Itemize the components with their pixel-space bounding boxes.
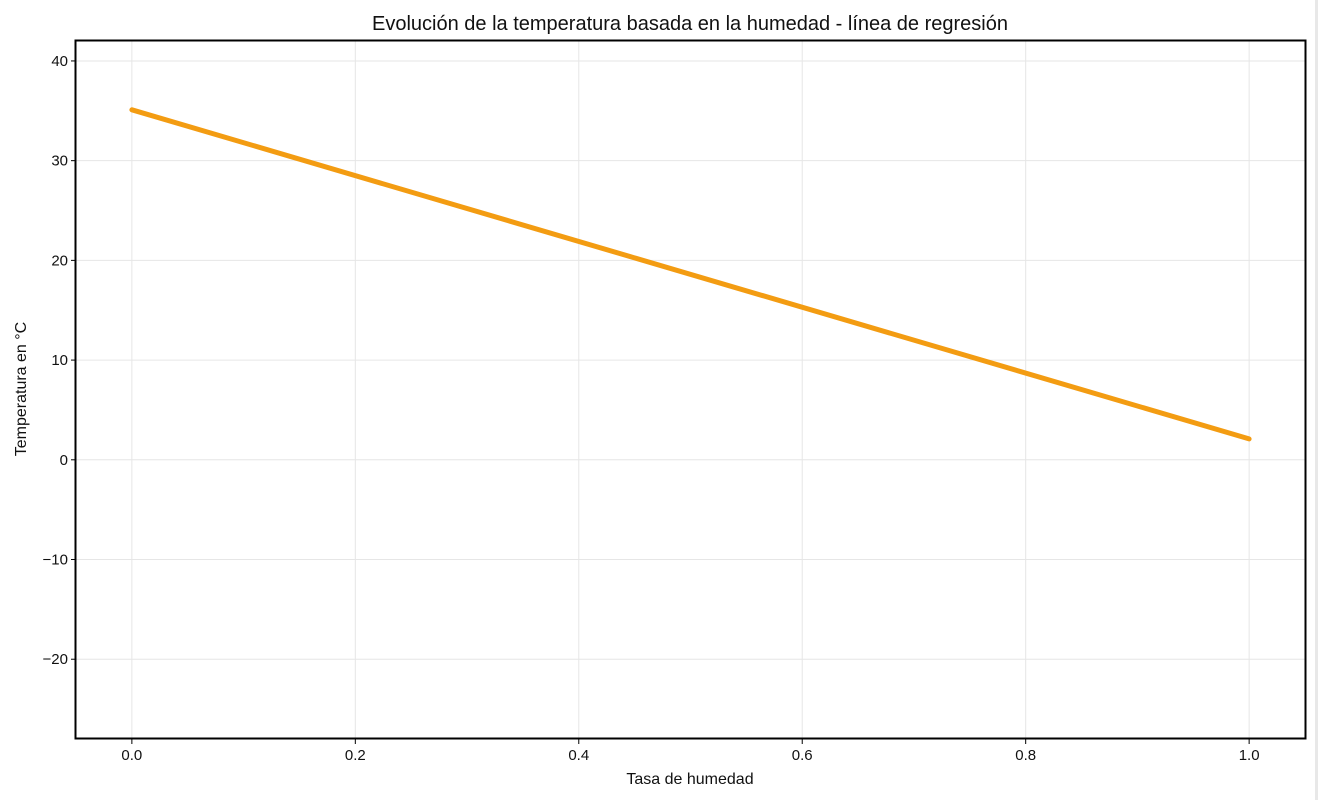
y-tick-label: 20: [51, 252, 68, 269]
y-tick-label: −10: [43, 552, 68, 569]
y-tick-label: 0: [60, 452, 68, 469]
x-tick-label: 0.6: [792, 747, 813, 764]
y-axis-ticks: −20 −10 0 10 20 30 40: [43, 53, 76, 668]
x-axis-label: Tasa de humedad: [626, 771, 753, 788]
y-axis-label: Temperatura en °C: [13, 322, 30, 456]
series-layer: [129, 107, 1252, 442]
x-axis-ticks: 0.0 0.2 0.4 0.6 0.8 1.0: [121, 739, 1260, 764]
x-tick-label: 0.2: [345, 747, 366, 764]
y-tick-label: 40: [51, 53, 68, 70]
y-tick-label: 10: [51, 352, 68, 369]
chart-title: Evolución de la temperatura basada en la…: [372, 13, 1008, 35]
x-tick-label: 1.0: [1239, 747, 1260, 764]
window-edge: [1315, 0, 1318, 800]
x-tick-label: 0.4: [568, 747, 589, 764]
regression-line: [129, 107, 1252, 442]
grid: [76, 41, 1305, 739]
plot-frame: [74, 39, 1307, 740]
y-tick-label: 30: [51, 153, 68, 170]
y-tick-label: −20: [43, 651, 68, 668]
x-tick-label: 0.0: [121, 747, 142, 764]
x-tick-label: 0.8: [1015, 747, 1036, 764]
